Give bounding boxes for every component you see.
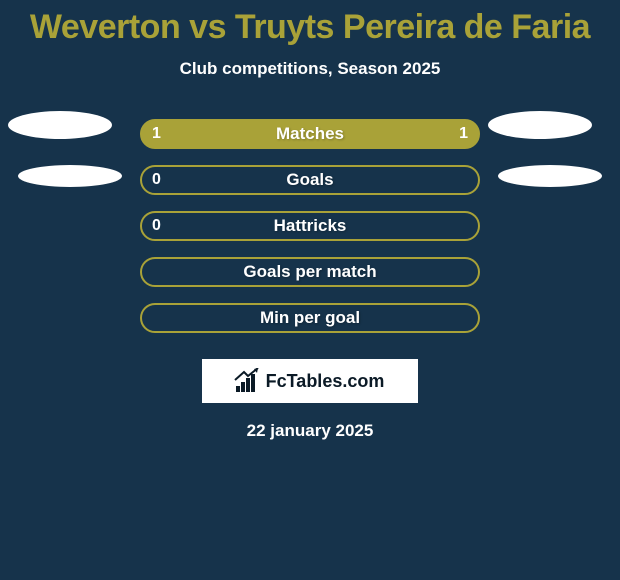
stat-bar: Min per goal [140,303,480,333]
stat-label: Goals per match [243,262,376,282]
stat-row: Min per goal [0,295,620,341]
stat-label: Goals [286,170,333,190]
stat-row: Matches 1 1 [0,111,620,157]
footer-date: 22 january 2025 [0,421,620,441]
stat-value-right: 1 [459,125,468,143]
stat-bar: Matches 1 1 [140,119,480,149]
stat-value-left: 0 [152,217,161,235]
stat-label: Hattricks [274,216,347,236]
stat-row: Goals 0 [0,157,620,203]
fctables-chart-icon [236,370,260,392]
stat-bar: Hattricks 0 [140,211,480,241]
footer-logo-text: FcTables.com [266,371,385,392]
stat-bar: Goals 0 [140,165,480,195]
stat-value-left: 1 [152,125,161,143]
stat-label: Min per goal [260,308,360,328]
stat-value-left: 0 [152,171,161,189]
stat-row: Hattricks 0 [0,203,620,249]
page-title: Weverton vs Truyts Pereira de Faria [0,0,620,47]
stat-label: Matches [276,124,344,144]
stat-row: Goals per match [0,249,620,295]
stat-rows: Matches 1 1 Goals 0 Hattricks 0 Goals per match… [0,111,620,341]
comparison-area: Matches 1 1 Goals 0 Hattricks 0 Goals per match… [0,111,620,341]
page-subtitle: Club competitions, Season 2025 [0,59,620,79]
footer-logo: FcTables.com [202,359,418,403]
stat-bar: Goals per match [140,257,480,287]
